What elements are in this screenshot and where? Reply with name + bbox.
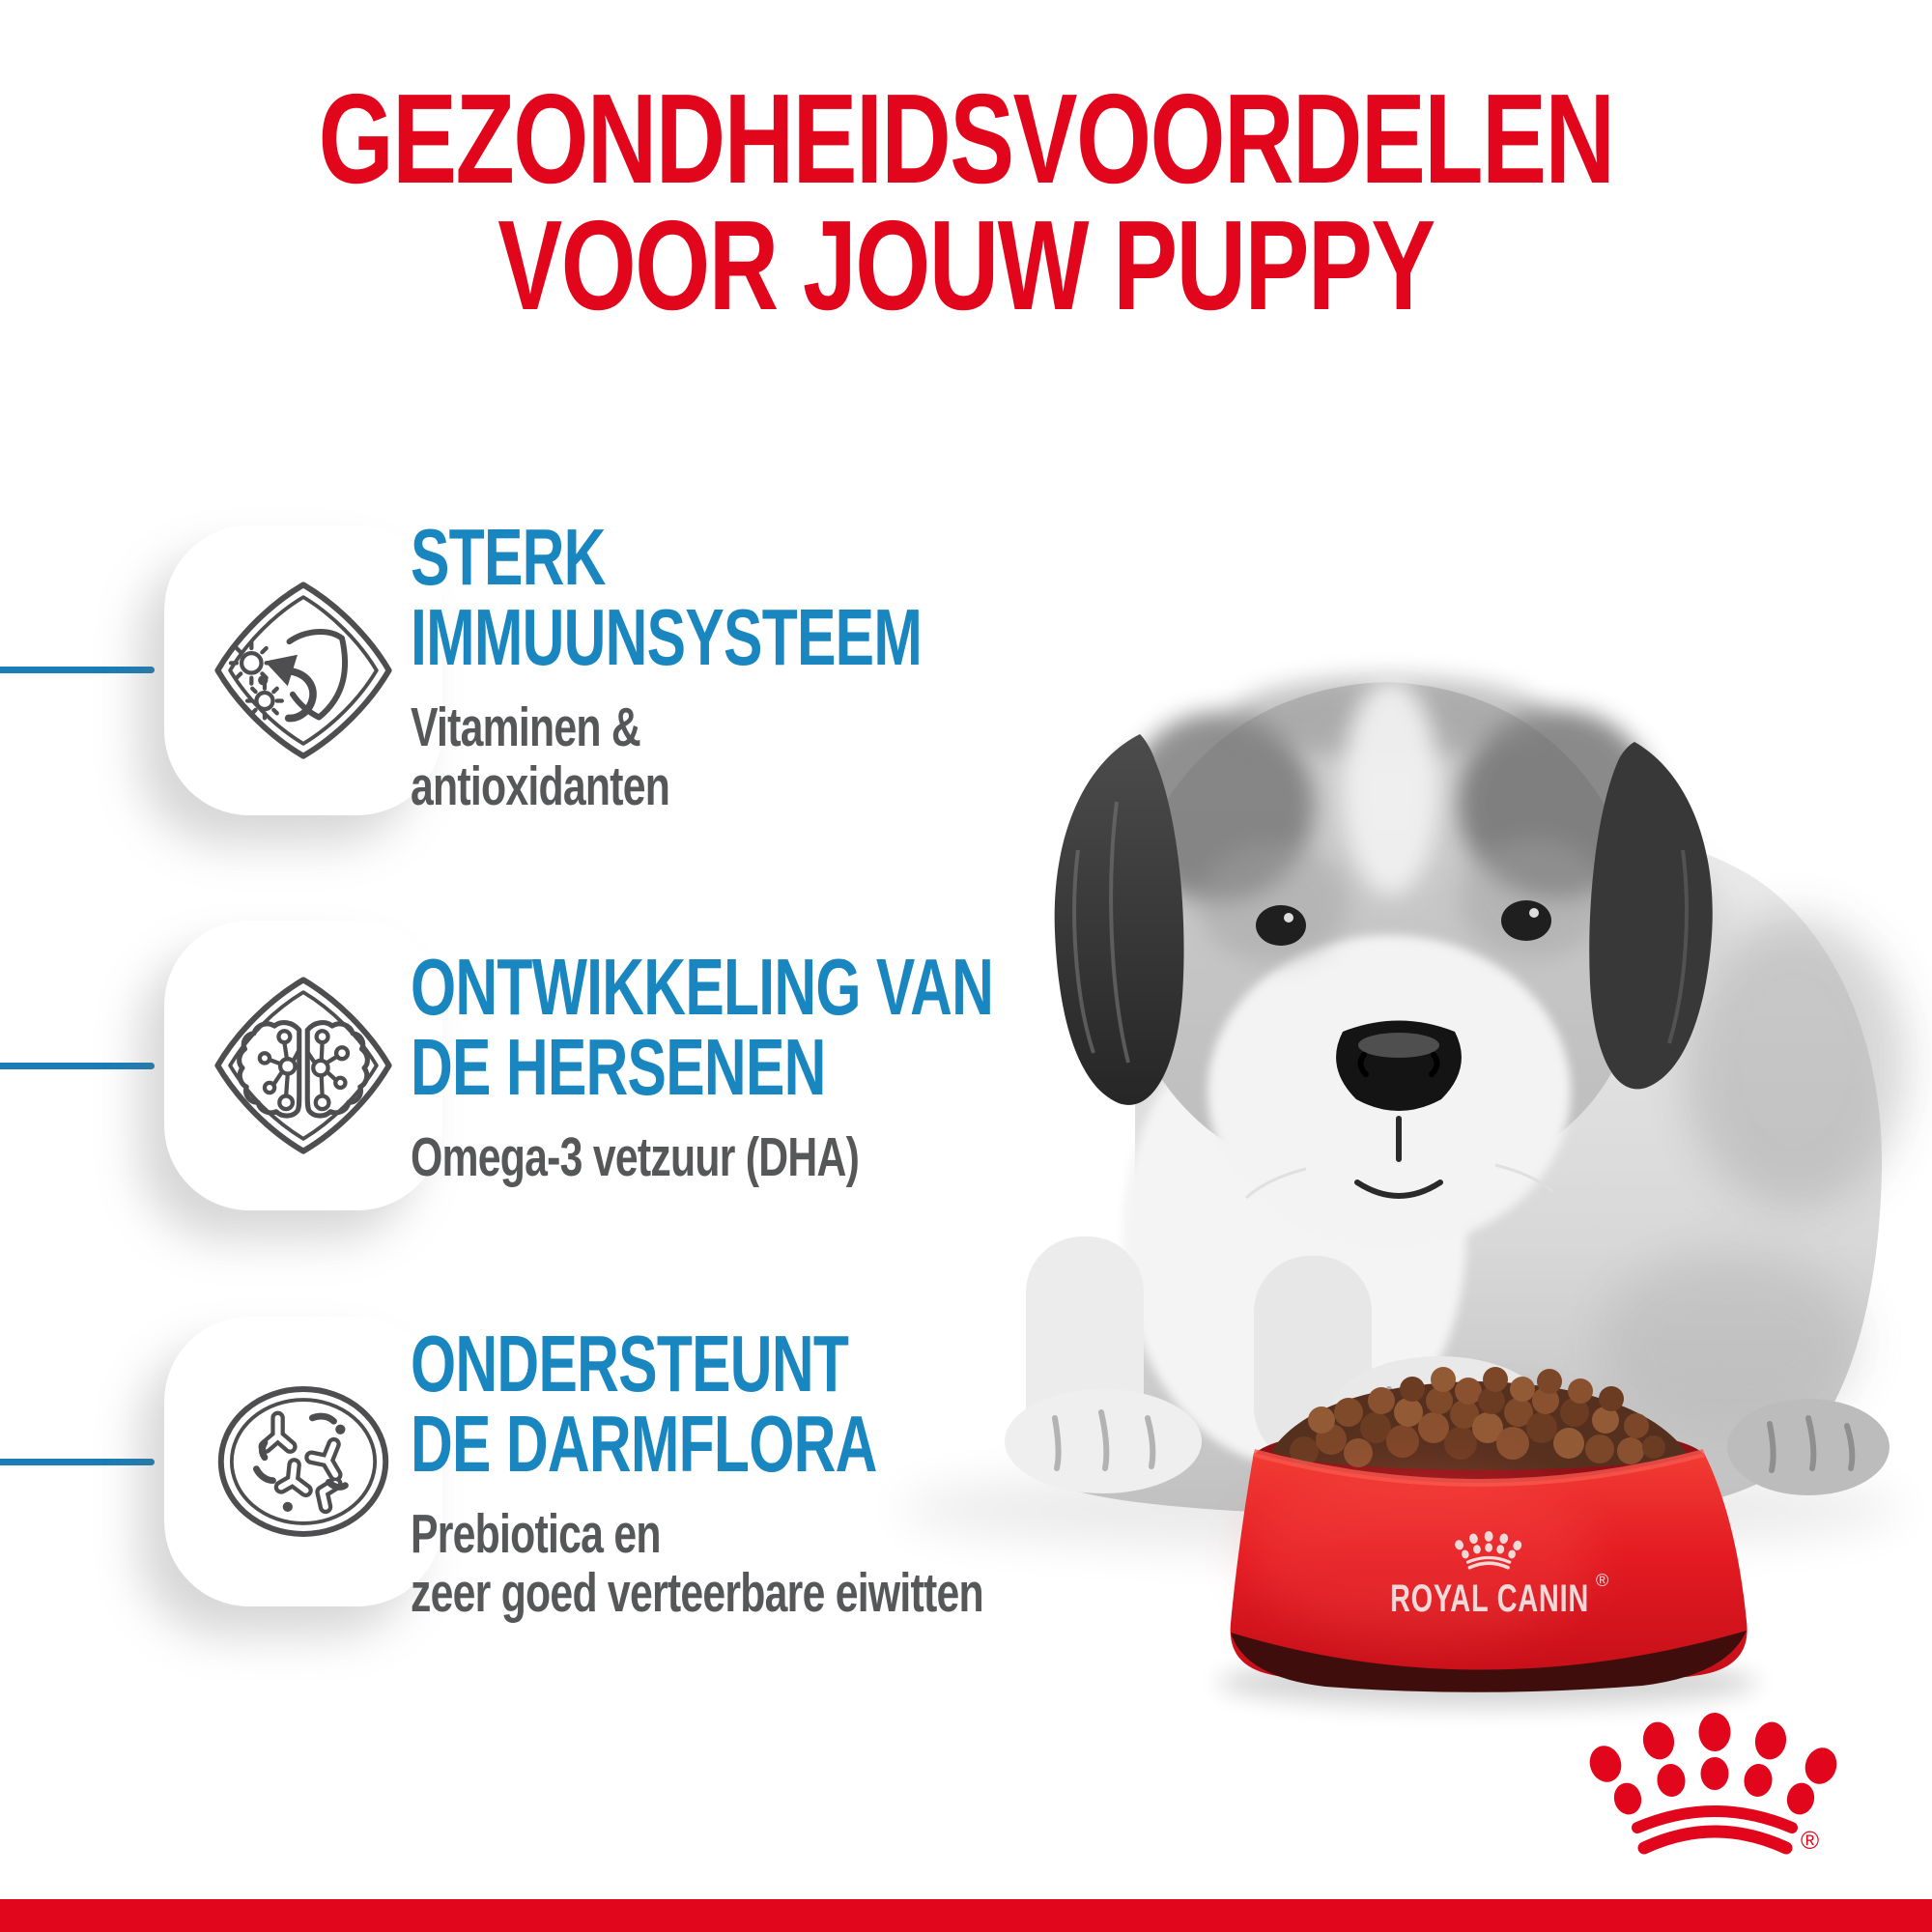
royal-canin-crown-logo: ®: [1585, 1713, 1841, 1855]
benefit-text-gut: ONDERSTEUNT DE DARMFLORA Prebiotica en z…: [411, 1323, 1175, 1623]
bottom-accent-bar: [0, 1899, 1932, 1932]
bowl-base: [1231, 1631, 1747, 1692]
bowl-brand-text: ROYAL CANIN: [1390, 1577, 1589, 1620]
benefit-subtitle: Vitaminen &: [411, 696, 641, 758]
logo-registered-mark: ®: [1801, 1826, 1819, 1855]
connector-line-brain: [0, 1063, 155, 1069]
bowl-brand-logo: ROYAL CANIN ®: [1390, 1529, 1608, 1620]
benefit-subtitle: Prebiotica en: [411, 1503, 661, 1565]
bowl-registered-mark: ®: [1596, 1571, 1608, 1590]
benefit-subtitle: zeer goed verteerbare eiwitten: [411, 1562, 984, 1624]
connector-line-immune: [0, 667, 155, 673]
brain-development-icon: [214, 977, 392, 1154]
page-title-line-1: GEZONDHEIDSVOORDELEN: [318, 68, 1615, 210]
benefit-title: ONTWIKKELING VAN: [411, 942, 994, 1032]
benefit-card-immune: [164, 526, 442, 815]
page-title: GEZONDHEIDSVOORDELEN VOOR JOUW PUPPY: [232, 68, 1700, 336]
benefit-text-brain: ONTWIKKELING VAN DE HERSENEN Omega-3 vet…: [411, 947, 1208, 1187]
benefit-text-immune: STERK IMMUUNSYSTEEM Vitaminen & antioxid…: [411, 517, 1111, 816]
kibble: [1271, 1367, 1687, 1470]
connector-line-gut: [0, 1459, 155, 1465]
benefit-title: DE DARMFLORA: [411, 1399, 877, 1489]
benefit-card-brain: [164, 921, 442, 1210]
immune-shield-icon: [214, 582, 392, 759]
food-bowl: ROYAL CANIN ®: [1230, 1367, 1747, 1692]
benefit-title: DE HERSENEN: [411, 1022, 826, 1112]
benefit-title: ONDERSTEUNT: [411, 1319, 849, 1408]
benefit-title: STERK: [411, 512, 606, 602]
benefit-subtitle: Omega-3 vetzuur (DHA): [411, 1126, 860, 1188]
page-title-line-2: VOOR JOUW PUPPY: [497, 194, 1435, 336]
benefit-title: IMMUUNSYSTEEM: [411, 592, 923, 682]
benefit-card-gut: [164, 1317, 442, 1606]
gut-flora-icon: [217, 1386, 389, 1537]
benefit-subtitle: antioxidanten: [411, 755, 670, 817]
